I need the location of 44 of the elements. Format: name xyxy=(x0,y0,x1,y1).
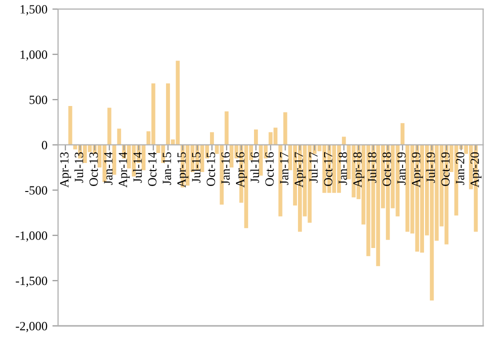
x-tick-label: Jul-14 xyxy=(133,152,142,183)
y-tick-label: -2,000 xyxy=(16,322,48,332)
x-tick-label: Apr-14 xyxy=(118,152,130,188)
x-tick-label: Apr-15 xyxy=(177,152,188,188)
x-tick-label: Jul-15 xyxy=(192,152,200,183)
x-tick-label: Oct-18 xyxy=(382,152,391,186)
y-tick-label: 500 xyxy=(30,96,48,104)
x-tick-label: Jul-17 xyxy=(308,152,318,183)
bar xyxy=(400,123,404,145)
x-tick-label: Oct-15 xyxy=(206,152,216,186)
x-tick-label: Jul-13 xyxy=(74,152,84,183)
y-tick-label: 1,000 xyxy=(20,50,48,61)
x-tick-label: Apr-18 xyxy=(353,152,364,188)
x-tick-label: Jul-18 xyxy=(368,152,376,183)
x-tick-label: Jul-19 xyxy=(426,152,435,183)
y-tick-label: -1,000 xyxy=(16,231,48,242)
x-tick-label: Oct-14 xyxy=(148,152,156,186)
x-tick-label: Apr-20 xyxy=(470,152,482,188)
x-tick-label: Apr-17 xyxy=(294,152,306,188)
bar xyxy=(224,111,229,145)
y-tick-label: 0 xyxy=(42,140,48,150)
y-tick-label: -1,500 xyxy=(16,276,48,287)
x-tick-label: Apr-13 xyxy=(60,152,72,188)
x-tick-label: Jan-14 xyxy=(104,152,112,185)
x-tick-label: Jul-16 xyxy=(250,152,260,183)
bar xyxy=(107,108,112,145)
x-tick-label: Jan-17 xyxy=(280,152,288,185)
x-tick-label: Apr-16 xyxy=(236,152,247,188)
bar xyxy=(210,132,214,145)
x-tick-label: Oct-13 xyxy=(89,152,98,186)
bar xyxy=(117,128,122,145)
x-tick-label: Jan-15 xyxy=(162,152,172,185)
bar xyxy=(254,129,258,145)
x-tick-label: Jan-20 xyxy=(456,152,464,185)
y-tick-label: -500 xyxy=(25,186,48,195)
bar xyxy=(342,136,346,145)
x-tick-label: Apr-19 xyxy=(412,152,423,188)
x-tick-label: Oct-19 xyxy=(441,152,450,186)
x-tick-label: Oct-17 xyxy=(324,152,332,186)
x-tick-label: Jan-16 xyxy=(221,152,230,185)
x-tick-label: Jan-19 xyxy=(397,152,406,185)
x-tick-label: Jan-18 xyxy=(338,152,348,185)
x-tick-label: Oct-16 xyxy=(265,152,274,186)
y-tick-label: 1,500 xyxy=(20,5,48,16)
